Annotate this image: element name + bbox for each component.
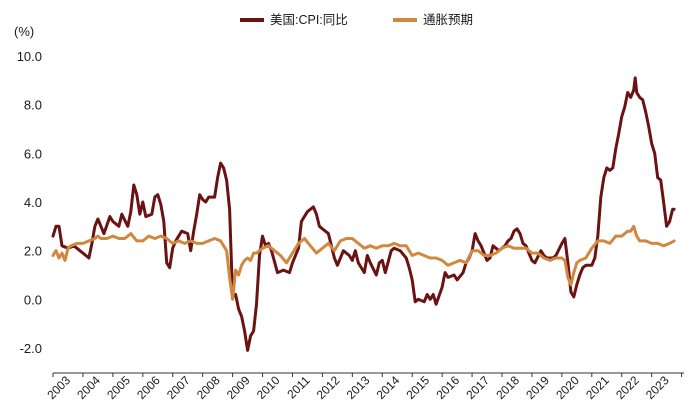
y-tick-label: 2.0: [24, 244, 42, 259]
y-tick-label: 6.0: [24, 146, 42, 161]
x-tick-label: 2012: [314, 373, 343, 402]
y-axis: -2.0 0.0 2.0 4.0 6.0 8.0 10.0: [17, 49, 42, 356]
x-tick-label: 2023: [643, 373, 672, 402]
x-tick-label: 2008: [194, 373, 223, 402]
x-tick-label: 2006: [134, 373, 163, 402]
series-line-expectation: [51, 224, 676, 301]
x-tick-label: 2017: [463, 373, 492, 402]
y-tick-label: 8.0: [24, 98, 42, 113]
plot-area: [51, 76, 676, 352]
x-axis: 2003 2004 2005 2006 2007 2008 2009 2010 2011 2012…: [44, 372, 684, 402]
x-tick-label: 2015: [404, 373, 433, 402]
x-tick-label: 2004: [74, 373, 103, 402]
x-tick-label: 2011: [284, 373, 312, 401]
y-tick-label: 0.0: [24, 292, 42, 307]
x-tick-label: 2014: [374, 373, 403, 402]
x-tick-label: 2013: [344, 373, 373, 402]
legend: 美国:CPI:同比 通胀预期: [240, 13, 473, 27]
x-tick-label: 2009: [224, 373, 253, 402]
y-tick-label: 10.0: [17, 49, 42, 64]
y-tick-label: 4.0: [24, 195, 42, 210]
y-axis-unit-label: (%): [14, 24, 34, 39]
legend-label-cpi: 美国:CPI:同比: [270, 13, 348, 27]
x-tick-label: 2007: [164, 373, 193, 402]
x-tick-label: 2010: [254, 373, 283, 402]
x-tick-label: 2005: [104, 373, 133, 402]
y-tick-label: -2.0: [20, 341, 42, 356]
x-tick-label: 2003: [44, 373, 73, 402]
x-tick-label: 2022: [613, 373, 642, 402]
x-tick-label: 2019: [523, 373, 552, 402]
series-line-cpi: [51, 76, 676, 352]
x-tick-label: 2021: [583, 373, 612, 402]
x-tick-label: 2020: [553, 373, 582, 402]
x-tick-label: 2018: [493, 373, 522, 402]
legend-label-expectation: 通胀预期: [423, 13, 473, 27]
x-tick-label: 2016: [433, 373, 462, 402]
